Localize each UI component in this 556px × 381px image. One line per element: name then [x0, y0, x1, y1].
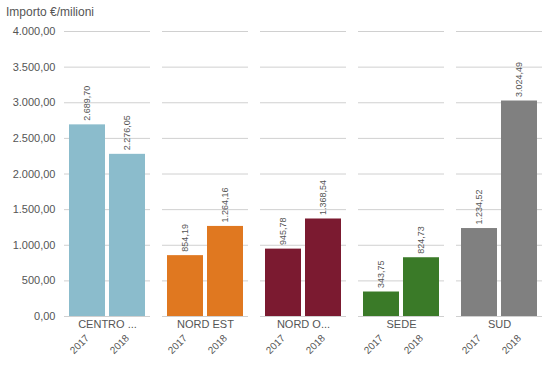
svg-text:2017: 2017 [460, 332, 484, 356]
svg-text:CENTRO ...: CENTRO ... [78, 318, 137, 330]
svg-text:2017: 2017 [68, 332, 92, 356]
svg-text:0,00: 0,00 [34, 310, 55, 322]
svg-text:1.000,00: 1.000,00 [13, 239, 56, 251]
svg-text:1.264,16: 1.264,16 [220, 187, 230, 222]
svg-text:3.024,49: 3.024,49 [514, 62, 524, 97]
svg-text:500,00: 500,00 [22, 274, 56, 286]
svg-text:NORD O...: NORD O... [277, 318, 330, 330]
svg-text:3.000,00: 3.000,00 [13, 96, 56, 108]
svg-text:NORD EST: NORD EST [177, 318, 234, 330]
svg-text:854,19: 854,19 [180, 224, 190, 252]
svg-text:2018: 2018 [206, 332, 230, 356]
svg-text:2.276,05: 2.276,05 [122, 115, 132, 150]
svg-text:2018: 2018 [402, 332, 426, 356]
svg-text:343,75: 343,75 [376, 260, 386, 288]
svg-text:945,78: 945,78 [278, 218, 288, 246]
svg-text:2.500,00: 2.500,00 [13, 132, 56, 144]
svg-text:2017: 2017 [264, 332, 288, 356]
svg-text:4.000,00: 4.000,00 [13, 25, 56, 37]
svg-text:824,73: 824,73 [416, 226, 426, 254]
html-text:Importo €/milioni: Importo €/milioni [6, 5, 94, 19]
svg-text:2018: 2018 [500, 332, 524, 356]
svg-text:1.368,54: 1.368,54 [318, 180, 328, 215]
svg-text:2017: 2017 [362, 332, 386, 356]
svg-text:SEDE: SEDE [387, 318, 417, 330]
svg-text:2.000,00: 2.000,00 [13, 168, 56, 180]
svg-text:1.500,00: 1.500,00 [13, 203, 56, 215]
svg-text:1.234,52: 1.234,52 [474, 189, 484, 224]
svg-text:3.500,00: 3.500,00 [13, 61, 56, 73]
svg-text:2018: 2018 [108, 332, 132, 356]
svg-text:2018: 2018 [304, 332, 328, 356]
svg-text:2.689,70: 2.689,70 [82, 86, 92, 121]
svg-text:SUD: SUD [488, 318, 511, 330]
svg-text:2017: 2017 [166, 332, 190, 356]
